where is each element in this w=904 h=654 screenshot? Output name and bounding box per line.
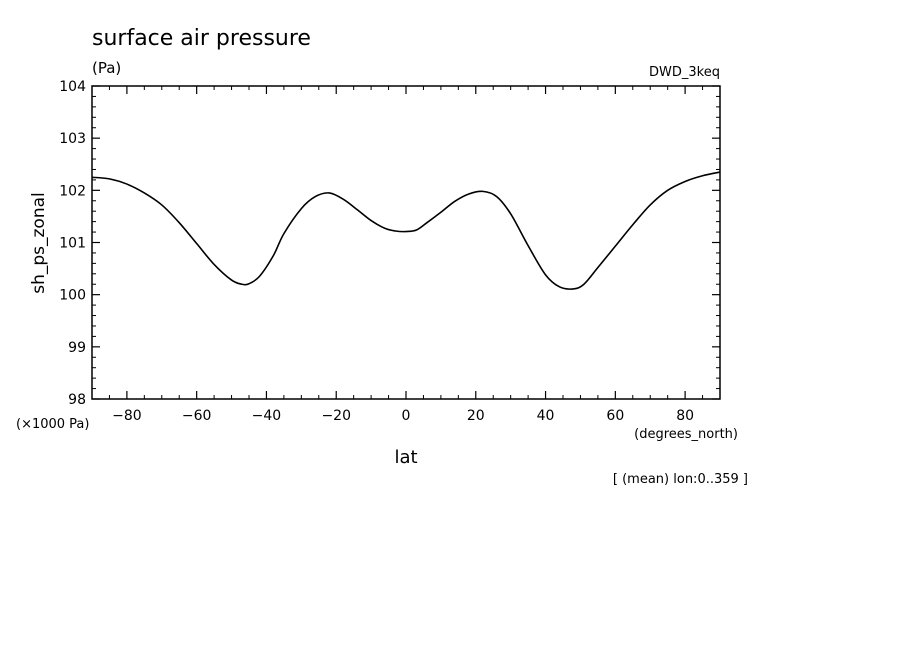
x-tick-label: 20 [467,408,485,424]
y-tick-label: 98 [68,392,86,408]
y-tick-label: 103 [59,131,86,147]
x-axis-label: lat [394,447,417,468]
chart-title: surface air pressure [92,26,311,51]
y-tick-label: 99 [68,340,86,356]
x-tick-label: 60 [606,408,624,424]
x-tick-label: −20 [321,408,351,424]
x-tick-label: −60 [182,408,212,424]
plot-frame [91,85,721,400]
y-tick-label: 101 [59,236,86,252]
footnote: [ (mean) lon:0..359 ] [613,472,748,487]
x-tick-label: −80 [112,408,142,424]
x-tick-label: −40 [252,408,282,424]
y-multiplier-label: (×1000 Pa) [16,417,89,432]
dataset-label: DWD_3keq [649,65,720,80]
series-line [91,171,721,290]
y-tick-label: 102 [59,183,86,199]
x-tick-label: 0 [402,408,411,424]
x-tick-label: 80 [676,408,694,424]
chart-subtitle: (Pa) [92,59,121,77]
y-axis-label: sh_ps_zonal [29,192,49,294]
x-units-label: (degrees_north) [634,427,738,442]
x-tick-label: 40 [537,408,555,424]
y-tick-label: 100 [59,288,86,304]
y-tick-label: 104 [59,79,86,95]
